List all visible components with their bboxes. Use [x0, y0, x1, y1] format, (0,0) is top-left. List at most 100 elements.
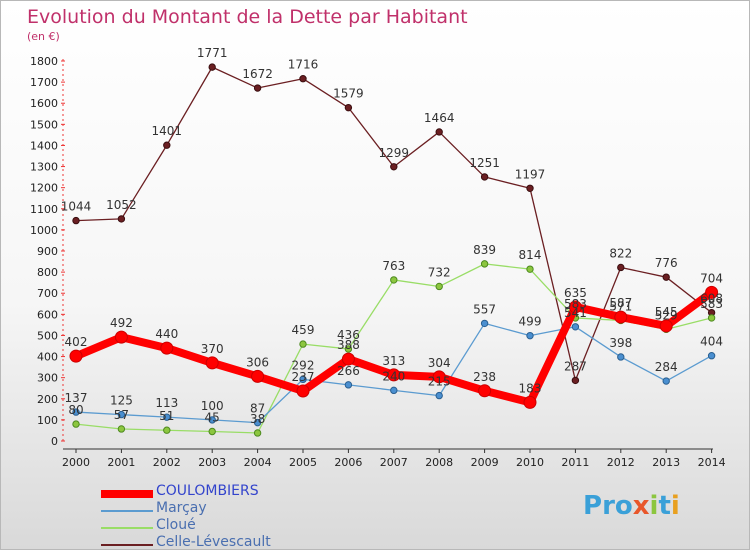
data-point — [253, 84, 262, 92]
data-point — [72, 216, 80, 225]
data-point — [571, 323, 580, 331]
y-tick-label: 900 — [37, 245, 58, 258]
data-point — [163, 141, 171, 149]
y-tick-label: 1300 — [30, 161, 58, 174]
data-point — [568, 300, 582, 314]
data-label: 100 — [201, 399, 224, 413]
logo-letter: P — [583, 491, 603, 521]
y-tick-label: 500 — [37, 329, 58, 342]
legend-swatch — [101, 527, 153, 529]
data-point — [435, 128, 443, 136]
data-point — [299, 375, 307, 384]
data-label: 51 — [159, 409, 174, 423]
y-tick-label: 1200 — [30, 182, 58, 195]
y-tick-label: 200 — [37, 393, 58, 406]
legend-swatch — [101, 490, 153, 498]
data-label: 45 — [205, 411, 220, 425]
y-tick-label: 700 — [37, 287, 58, 300]
data-label: 80 — [68, 403, 83, 417]
x-tick-label: 2002 — [153, 456, 181, 469]
y-tick-label: 1400 — [30, 139, 58, 152]
data-label: 440 — [155, 327, 178, 341]
data-label: 57 — [114, 408, 129, 422]
data-point — [526, 265, 534, 273]
data-label: 38 — [250, 412, 265, 426]
data-point — [251, 369, 265, 383]
data-label: 608 — [700, 292, 723, 306]
x-tick-label: 2005 — [289, 456, 317, 469]
data-label: 240 — [382, 369, 405, 383]
data-point — [480, 260, 489, 268]
logo-letter: i — [670, 491, 680, 521]
data-point — [614, 310, 628, 324]
chart-unit: (en €) — [27, 30, 60, 43]
x-tick-label: 2004 — [244, 456, 272, 469]
data-label: 1401 — [152, 124, 183, 138]
x-tick-label: 2013 — [652, 456, 680, 469]
data-label: 215 — [428, 375, 451, 389]
data-point — [387, 368, 401, 382]
data-label: 704 — [700, 271, 723, 285]
data-label: 313 — [382, 354, 405, 368]
data-point — [480, 173, 489, 181]
data-label: 237 — [292, 370, 315, 384]
data-point — [659, 319, 673, 333]
data-label: 1052 — [106, 198, 137, 212]
data-point — [344, 381, 353, 389]
chart-axes: 0 100 200 300 400 500 600 700 800 900 1000 1100 1200… — [30, 55, 726, 469]
data-point — [390, 276, 398, 284]
data-label: 1579 — [333, 87, 364, 101]
data-label: 1251 — [469, 156, 500, 170]
data-point — [480, 319, 489, 328]
y-tick-label: 800 — [37, 266, 58, 279]
y-tick-label: 100 — [37, 414, 58, 427]
y-tick-label: 400 — [37, 351, 58, 364]
data-point — [707, 352, 716, 360]
data-point — [299, 75, 307, 83]
data-point — [478, 384, 492, 398]
x-tick-label: 2000 — [62, 456, 90, 469]
x-tick-label: 2012 — [607, 456, 635, 469]
data-label: 125 — [110, 394, 133, 408]
logo-letter: r — [602, 491, 615, 521]
data-point — [208, 427, 216, 436]
data-label: 304 — [428, 356, 451, 370]
x-tick-label: 2009 — [471, 456, 499, 469]
data-label: 541 — [564, 306, 587, 320]
data-label: 183 — [519, 381, 542, 395]
data-label: 635 — [564, 286, 587, 300]
data-point — [662, 377, 670, 385]
data-label: 1299 — [379, 146, 410, 160]
data-point — [435, 282, 443, 291]
data-label: 1672 — [242, 67, 273, 81]
logo-letter: x — [632, 491, 650, 521]
data-point — [299, 340, 307, 348]
data-label: 137 — [65, 391, 88, 405]
y-tick-label: 1500 — [30, 118, 58, 131]
series-coulombiers — [69, 285, 719, 409]
data-label: 1464 — [424, 111, 455, 125]
data-label: 583 — [700, 297, 723, 311]
data-point — [707, 314, 716, 322]
logo-letter: o — [614, 491, 633, 521]
data-point — [296, 384, 310, 398]
data-label: 266 — [337, 364, 360, 378]
data-label: 287 — [564, 359, 587, 373]
series-layer — [69, 63, 719, 437]
logo-letter: t — [658, 491, 671, 521]
data-point — [117, 425, 126, 433]
y-tick-label: 1600 — [30, 97, 58, 110]
data-point — [160, 341, 174, 355]
data-label: 776 — [655, 256, 678, 270]
data-label: 1044 — [61, 200, 92, 214]
data-label: 398 — [609, 336, 632, 350]
chart-title: Evolution du Montant de la Dette par Hab… — [27, 6, 468, 28]
y-tick-label: 600 — [37, 308, 58, 321]
x-tick-label: 2006 — [334, 456, 362, 469]
data-point — [208, 63, 216, 71]
x-tick-label: 2011 — [561, 456, 589, 469]
data-point — [617, 263, 625, 272]
data-point — [662, 273, 670, 281]
